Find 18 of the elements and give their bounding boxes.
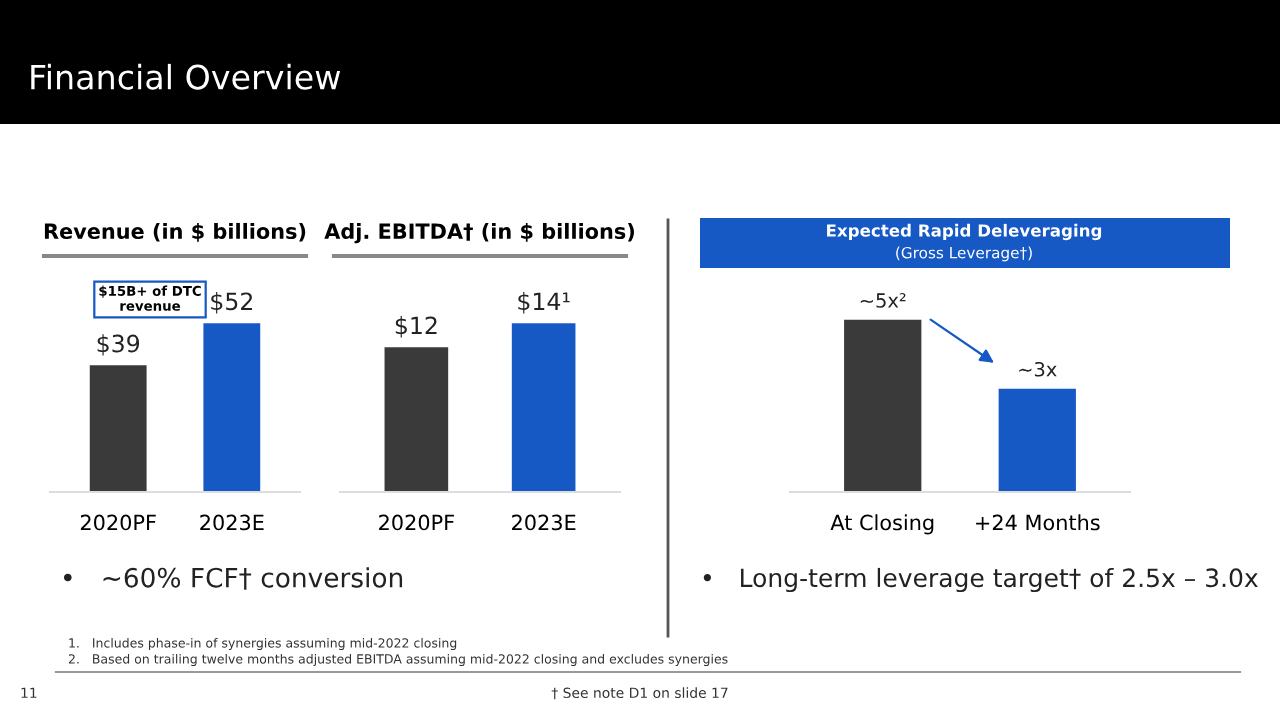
data-label: $12 <box>395 316 437 338</box>
x-tick-label: 2023E <box>512 514 576 531</box>
chart-title: Expected Rapid Deleveraging <box>827 223 1102 241</box>
data-label: $39 <box>97 334 140 356</box>
x-tick-label: 2020PF <box>80 514 156 531</box>
data-label: ~5x² <box>860 293 906 308</box>
x-tick-label: 2023E <box>200 514 264 531</box>
chart-title: Revenue (in $ billions) <box>44 222 306 242</box>
data-label: $14¹ <box>518 291 570 314</box>
text: • ~60% FCF† conversion <box>63 567 403 590</box>
text: Financial Overview <box>31 63 341 90</box>
x-tick-label: +24 Months <box>976 514 1100 531</box>
x-tick-label: 2020PF <box>379 514 454 531</box>
text: • Long-term leverage target† of 2.5x – 3.0x <box>703 567 1258 593</box>
chart-title: Adj. EBITDA† (in $ billions) <box>324 222 634 244</box>
data-label: $52 <box>211 291 252 314</box>
x-tick-label: At Closing <box>830 514 934 535</box>
data-label: ~3x <box>1019 361 1057 377</box>
